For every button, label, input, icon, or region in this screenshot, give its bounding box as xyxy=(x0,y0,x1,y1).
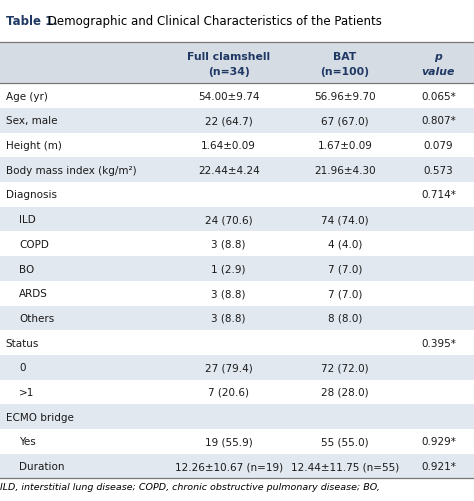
Text: ILD: ILD xyxy=(19,215,36,224)
Text: (n=100): (n=100) xyxy=(320,67,369,76)
Text: 0.395*: 0.395* xyxy=(421,338,456,348)
Text: 12.44±11.75 (n=55): 12.44±11.75 (n=55) xyxy=(291,461,399,471)
Text: 4 (4.0): 4 (4.0) xyxy=(328,239,362,249)
Text: 7 (7.0): 7 (7.0) xyxy=(328,289,362,299)
Text: 0.929*: 0.929* xyxy=(421,436,456,446)
Bar xyxy=(0,380,474,404)
Text: 28 (28.0): 28 (28.0) xyxy=(321,387,369,397)
Text: 74 (74.0): 74 (74.0) xyxy=(321,215,369,224)
Text: 72 (72.0): 72 (72.0) xyxy=(321,363,369,373)
Text: 7 (7.0): 7 (7.0) xyxy=(328,264,362,274)
Text: ECMO bridge: ECMO bridge xyxy=(6,412,73,422)
Text: Status: Status xyxy=(6,338,39,348)
Bar xyxy=(0,306,474,331)
Text: ARDS: ARDS xyxy=(19,289,48,299)
Text: 22.44±4.24: 22.44±4.24 xyxy=(198,165,260,175)
Text: Yes: Yes xyxy=(19,436,36,446)
Bar xyxy=(0,429,474,454)
Text: Diagnosis: Diagnosis xyxy=(6,190,57,200)
Text: value: value xyxy=(422,67,455,76)
Text: ILD, interstitial lung disease; COPD, chronic obstructive pulmonary disease; BO,: ILD, interstitial lung disease; COPD, ch… xyxy=(0,482,380,491)
Bar xyxy=(0,133,474,158)
Text: 3 (8.8): 3 (8.8) xyxy=(211,313,246,323)
Text: 21.96±4.30: 21.96±4.30 xyxy=(314,165,376,175)
Text: 27 (79.4): 27 (79.4) xyxy=(205,363,253,373)
Text: (n=34): (n=34) xyxy=(208,67,250,76)
Text: 3 (8.8): 3 (8.8) xyxy=(211,289,246,299)
Text: Height (m): Height (m) xyxy=(6,141,62,151)
Text: Full clamshell: Full clamshell xyxy=(187,53,270,62)
Bar xyxy=(0,355,474,380)
Bar xyxy=(0,207,474,232)
Text: 55 (55.0): 55 (55.0) xyxy=(321,436,369,446)
Text: BAT: BAT xyxy=(333,53,356,62)
Bar xyxy=(0,257,474,281)
Text: 19 (55.9): 19 (55.9) xyxy=(205,436,253,446)
Text: p: p xyxy=(435,53,442,62)
Text: >1: >1 xyxy=(19,387,34,397)
Bar xyxy=(0,43,474,84)
Text: 8 (8.0): 8 (8.0) xyxy=(328,313,362,323)
Text: Age (yr): Age (yr) xyxy=(6,92,47,102)
Bar xyxy=(0,183,474,207)
Text: COPD: COPD xyxy=(19,239,49,249)
Text: BO: BO xyxy=(19,264,34,274)
Text: 12.26±10.67 (n=19): 12.26±10.67 (n=19) xyxy=(174,461,283,471)
Bar xyxy=(0,331,474,355)
Text: Body mass index (kg/m²): Body mass index (kg/m²) xyxy=(6,165,137,175)
Text: 3 (8.8): 3 (8.8) xyxy=(211,239,246,249)
Text: 0.573: 0.573 xyxy=(424,165,453,175)
Bar xyxy=(0,109,474,133)
Text: 0: 0 xyxy=(19,363,26,373)
Text: 0.065*: 0.065* xyxy=(421,92,456,102)
Text: 56.96±9.70: 56.96±9.70 xyxy=(314,92,376,102)
Text: 54.00±9.74: 54.00±9.74 xyxy=(198,92,259,102)
Text: 7 (20.6): 7 (20.6) xyxy=(208,387,249,397)
Text: 22 (64.7): 22 (64.7) xyxy=(205,116,253,126)
Text: Demographic and Clinical Characteristics of the Patients: Demographic and Clinical Characteristics… xyxy=(44,15,382,28)
Text: Others: Others xyxy=(19,313,54,323)
Bar xyxy=(0,281,474,306)
Text: 0.079: 0.079 xyxy=(424,141,453,151)
Text: Sex, male: Sex, male xyxy=(6,116,57,126)
Text: 0.807*: 0.807* xyxy=(421,116,456,126)
Bar xyxy=(0,232,474,257)
Text: 1.64±0.09: 1.64±0.09 xyxy=(201,141,256,151)
Text: 0.921*: 0.921* xyxy=(421,461,456,471)
Text: 1.67±0.09: 1.67±0.09 xyxy=(318,141,372,151)
Text: 67 (67.0): 67 (67.0) xyxy=(321,116,369,126)
Bar xyxy=(0,84,474,109)
Text: 1 (2.9): 1 (2.9) xyxy=(211,264,246,274)
Text: 24 (70.6): 24 (70.6) xyxy=(205,215,253,224)
Bar xyxy=(0,404,474,429)
Text: Duration: Duration xyxy=(19,461,64,471)
Bar xyxy=(0,454,474,478)
Text: 0.714*: 0.714* xyxy=(421,190,456,200)
Text: Table 1.: Table 1. xyxy=(6,15,57,28)
Bar xyxy=(0,158,474,183)
